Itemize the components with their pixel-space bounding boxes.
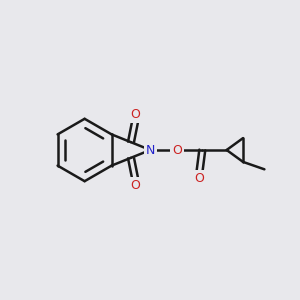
Text: O: O <box>194 172 204 185</box>
Text: N: N <box>146 143 155 157</box>
Text: O: O <box>130 179 140 192</box>
Text: O: O <box>130 108 140 121</box>
Text: O: O <box>172 143 182 157</box>
